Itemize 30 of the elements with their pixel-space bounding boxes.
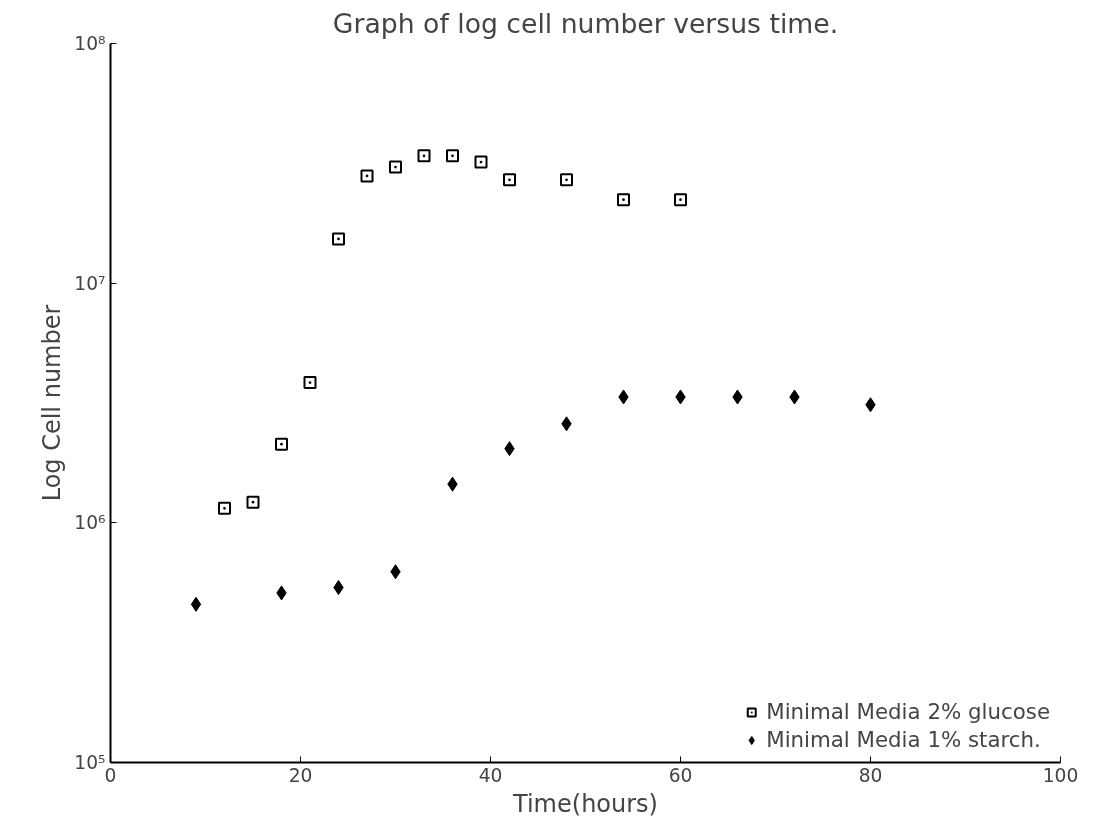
x-tick-label: 80 [858,764,883,786]
point [417,149,431,163]
point [503,173,516,187]
point [389,160,402,174]
point [218,501,231,515]
point [360,169,374,183]
y-tick-label: 10⁷ [74,272,106,294]
y-tick-label: 10⁶ [74,512,106,534]
y-tick-label: 10⁵ [74,752,106,773]
y-tick-label: 10⁸ [74,33,106,54]
x-tick-label: 60 [668,764,693,786]
point [560,173,573,187]
x-tick-label: 100 [1042,764,1079,786]
point [617,193,630,207]
point [303,376,317,390]
y-axis-title: Log Cell number [38,304,67,502]
point [246,495,260,509]
legend-label: Minimal Media 1% starch. [766,727,1041,752]
point [674,193,687,207]
x-tick-label: 40 [478,764,503,786]
legend-label: Minimal Media 2% glucose [766,699,1050,724]
chart-title: Graph of log cell number versus time. [332,7,839,39]
x-tick-label: 20 [288,764,313,786]
point [190,596,202,612]
x-tick-label: 0 [104,764,117,786]
point [332,232,345,246]
point [446,149,459,163]
point [474,155,488,169]
x-axis-title: Time(hours) [512,789,658,818]
point [275,437,288,451]
